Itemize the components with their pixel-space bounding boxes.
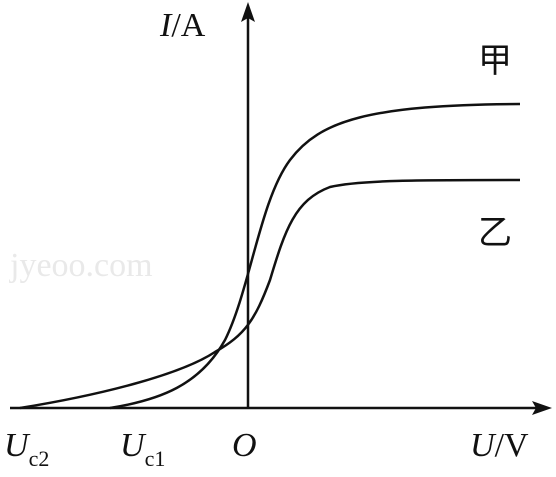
point-label: Uc1: [120, 427, 165, 471]
point-subscript: c2: [29, 446, 50, 471]
point-subscript: c1: [145, 446, 166, 471]
curve-label: 甲: [478, 41, 512, 81]
y-symbol: I: [159, 7, 173, 44]
point-label: Uc2: [4, 427, 49, 471]
point-symbol: U: [120, 427, 147, 464]
curve-yi: [19, 178, 521, 410]
watermark: jyeoo.com: [9, 247, 153, 284]
y-arrow: [241, 2, 255, 22]
x-arrow: [532, 401, 552, 415]
x-unit: /V: [495, 427, 529, 464]
y-unit: /A: [171, 7, 205, 44]
x-symbol: U: [470, 427, 497, 464]
curve-jia: [109, 102, 521, 410]
point-symbol: U: [4, 427, 31, 464]
curve-label: 乙: [478, 213, 512, 253]
origin-label: O: [232, 427, 257, 464]
x-axis-label: U/V: [470, 427, 529, 464]
y-axis-label: I/A: [159, 7, 206, 44]
